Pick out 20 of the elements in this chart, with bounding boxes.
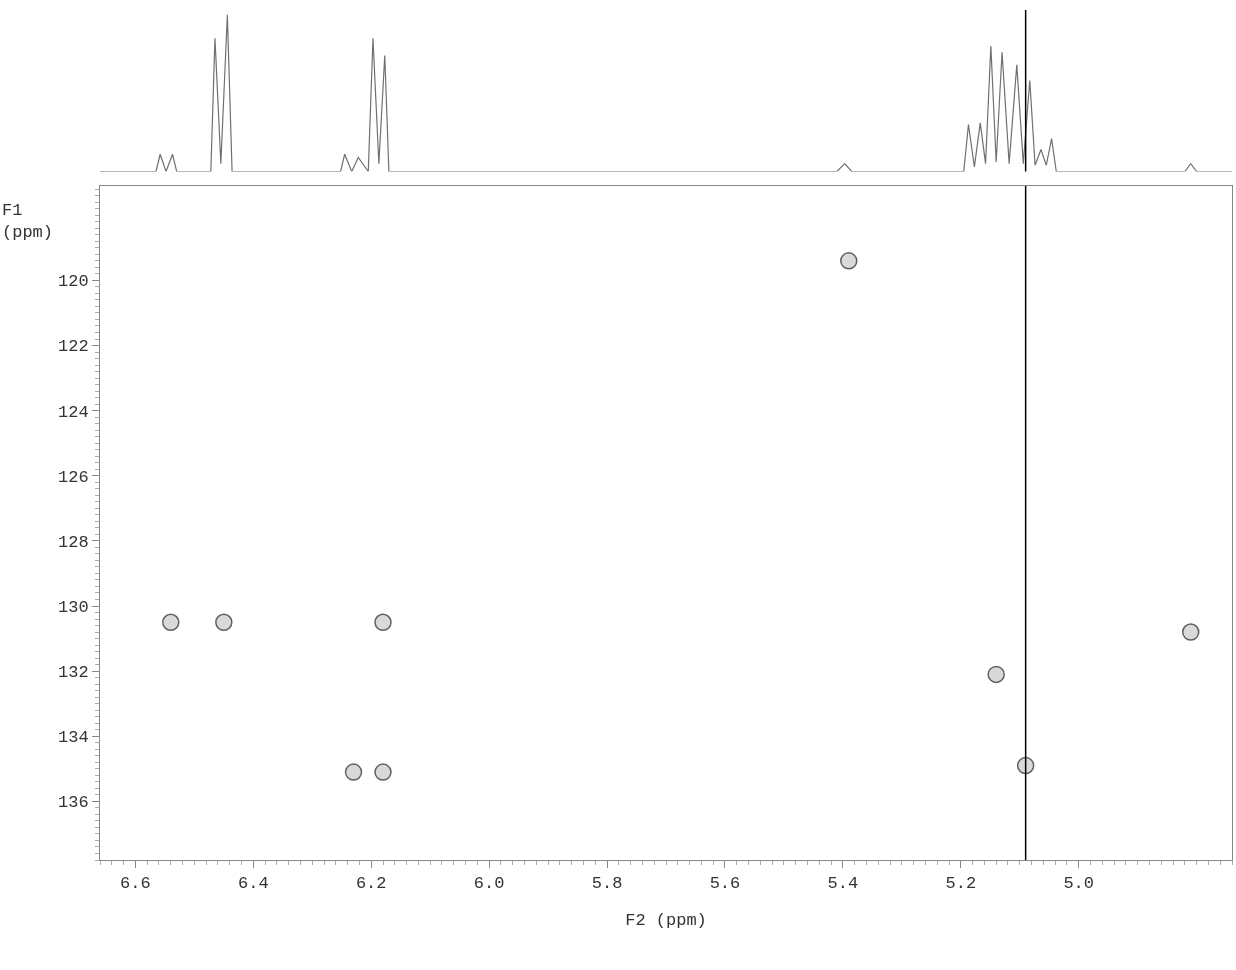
x-tick-label: 6.0	[473, 874, 505, 894]
y-tick-label: 132	[57, 663, 89, 683]
y-tick-label: 122	[57, 337, 89, 357]
x-tick-label: 6.4	[237, 874, 269, 894]
x-tick-label: 5.2	[945, 874, 977, 894]
y-tick-label: 128	[57, 532, 89, 552]
y-tick-label: 124	[57, 402, 89, 422]
x-axis-title: F2 (ppm)	[625, 910, 707, 930]
y-axis-title: F1 (ppm)	[2, 201, 54, 243]
y-tick-label: 136	[57, 793, 89, 813]
x-tick-label: 5.6	[709, 874, 741, 894]
y-tick-label: 120	[57, 272, 89, 292]
x-tick-label: 5.4	[827, 874, 859, 894]
y-tick-label: 134	[57, 728, 89, 748]
y-tick-label: 130	[57, 597, 89, 617]
x-tick-label: 5.0	[1063, 874, 1095, 894]
x-tick-label: 6.2	[355, 874, 387, 894]
x-tick-label: 6.6	[120, 874, 151, 894]
x-tick-label: 5.8	[591, 874, 623, 894]
y-tick-label: 126	[57, 467, 89, 487]
